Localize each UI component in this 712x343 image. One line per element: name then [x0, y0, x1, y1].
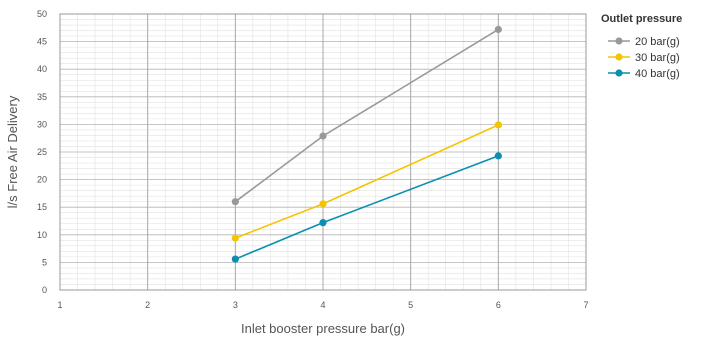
y-axis-ticks: 0 5 10 15 20 25 30 35 40 45 50 [37, 9, 47, 295]
y-tick-label: 35 [37, 92, 47, 102]
legend-swatch-marker [615, 53, 623, 61]
x-tick-label: 3 [233, 300, 238, 310]
y-tick-label: 0 [42, 285, 47, 295]
data-point [231, 234, 239, 242]
axes [59, 13, 587, 291]
legend-swatch-marker [615, 37, 623, 45]
data-point [494, 25, 502, 34]
legend-item: 40 bar(g) [608, 68, 680, 80]
series-2 [231, 121, 502, 242]
data-point [231, 198, 239, 206]
data-point [231, 255, 239, 263]
y-tick-label: 5 [42, 257, 47, 267]
plot-border [59, 13, 587, 291]
y-axis-title: l/s Free Air Delivery [5, 95, 20, 208]
y-tick-label: 15 [37, 202, 47, 212]
y-tick-label: 20 [37, 175, 47, 185]
x-tick-label: 4 [320, 300, 325, 310]
legend-item: 30 bar(g) [608, 52, 680, 64]
data-point [319, 132, 327, 140]
data-point [494, 121, 502, 129]
y-tick-label: 30 [37, 119, 47, 129]
y-tick-label: 40 [37, 64, 47, 74]
x-axis-ticks: 1 2 3 4 5 6 7 [57, 300, 588, 310]
data-point [319, 200, 327, 208]
x-tick-label: 5 [408, 300, 413, 310]
legend: Outlet pressure 20 bar(g) 30 bar(g) 40 bar(… [601, 13, 682, 80]
legend-label: 30 bar(g) [635, 52, 680, 64]
legend-title: Outlet pressure [601, 13, 682, 25]
y-tick-label: 10 [37, 230, 47, 240]
series-1 [231, 25, 502, 206]
x-tick-label: 2 [145, 300, 150, 310]
legend-label: 20 bar(g) [635, 36, 680, 48]
x-tick-label: 1 [57, 300, 62, 310]
legend-label: 40 bar(g) [635, 68, 680, 80]
x-axis-title: Inlet booster pressure bar(g) [241, 321, 405, 336]
y-tick-label: 45 [37, 37, 47, 47]
data-point [494, 152, 502, 160]
series-3 [231, 152, 502, 263]
y-tick-label: 50 [37, 9, 47, 19]
x-tick-label: 6 [496, 300, 501, 310]
legend-item: 20 bar(g) [608, 36, 680, 48]
x-tick-label: 7 [583, 300, 588, 310]
y-tick-label: 25 [37, 147, 47, 157]
series-layer [231, 25, 502, 263]
legend-swatch-marker [615, 69, 623, 77]
data-point [319, 219, 327, 227]
